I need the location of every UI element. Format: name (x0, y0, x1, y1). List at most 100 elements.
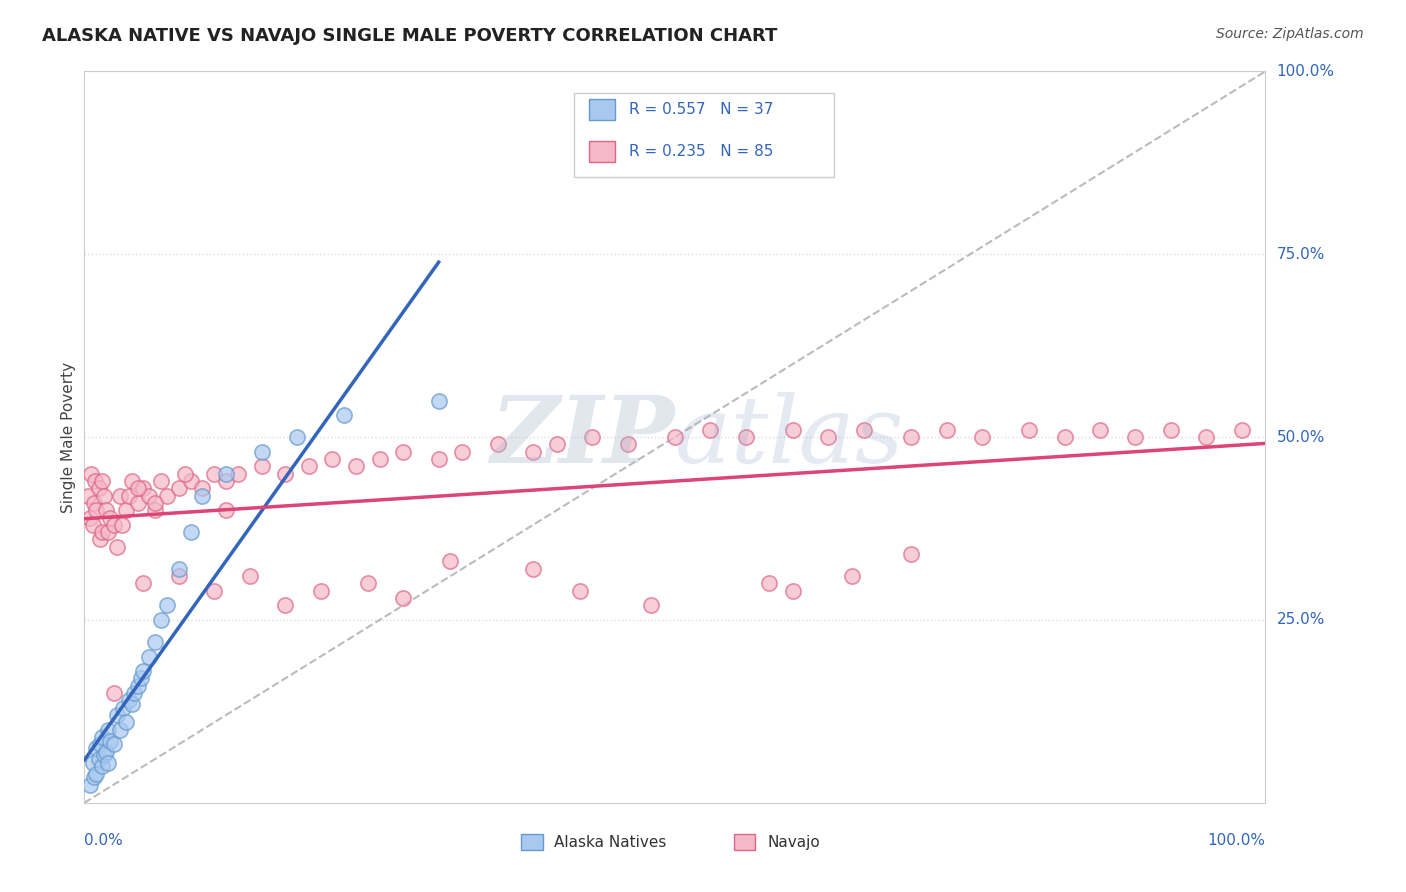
Point (80, 467, 103, 481)
Point (226, 467, 249, 481)
Point (900, 430, 922, 444)
Point (215, 474, 238, 488)
Point (250, 459, 273, 474)
Text: ZIP: ZIP (491, 392, 675, 482)
Point (132, 664, 155, 678)
Point (841, 569, 863, 583)
Point (439, 554, 461, 568)
Point (782, 583, 804, 598)
Point (121, 697, 143, 711)
Point (93, 489, 115, 503)
Point (79, 778, 101, 792)
Text: R = 0.557   N = 37: R = 0.557 N = 37 (628, 103, 773, 117)
Point (640, 599, 662, 613)
Point (156, 599, 179, 613)
Point (91, 474, 114, 488)
Point (486, 437, 509, 451)
Point (569, 583, 592, 598)
Point (180, 474, 202, 488)
Point (333, 408, 356, 422)
Point (97, 723, 120, 737)
Text: 50.0%: 50.0% (1277, 430, 1324, 444)
Point (107, 708, 129, 723)
Point (935, 423, 957, 437)
Point (87, 752, 110, 766)
Point (143, 496, 166, 510)
Point (167, 562, 190, 576)
Point (121, 474, 143, 488)
Text: 0.0%: 0.0% (84, 833, 124, 848)
Text: atlas: atlas (675, 392, 904, 482)
Point (344, 459, 367, 474)
Point (103, 737, 125, 751)
Point (129, 672, 152, 686)
Point (114, 715, 136, 730)
Point (173, 467, 195, 481)
Point (699, 423, 721, 437)
Text: Source: ZipAtlas.com: Source: ZipAtlas.com (1216, 27, 1364, 41)
Point (321, 452, 343, 467)
Point (782, 423, 804, 437)
Point (1195, 430, 1218, 444)
Point (97, 756, 120, 770)
Point (82, 756, 104, 770)
Point (734, 430, 756, 444)
Point (180, 525, 202, 540)
Point (758, 576, 780, 591)
Point (167, 569, 190, 583)
Point (118, 693, 141, 707)
Point (817, 430, 839, 444)
Point (83, 770, 105, 784)
Point (274, 467, 297, 481)
Point (392, 591, 415, 605)
Point (357, 576, 380, 591)
Point (138, 649, 160, 664)
Point (84, 766, 107, 780)
Point (150, 474, 173, 488)
Point (103, 686, 125, 700)
Text: 75.0%: 75.0% (1277, 247, 1324, 261)
Point (127, 496, 149, 510)
Point (94, 745, 117, 759)
Point (107, 540, 129, 554)
Point (215, 467, 238, 481)
Point (309, 583, 332, 598)
Point (143, 503, 166, 517)
Point (368, 452, 391, 467)
Point (191, 489, 214, 503)
Point (84, 474, 107, 488)
FancyBboxPatch shape (589, 99, 614, 120)
Text: 100.0%: 100.0% (1208, 833, 1265, 848)
Point (451, 444, 474, 458)
Text: R = 0.235   N = 85: R = 0.235 N = 85 (628, 145, 773, 160)
Point (274, 599, 297, 613)
Point (1088, 423, 1111, 437)
Point (82, 517, 104, 532)
Point (79, 510, 101, 524)
Text: Navajo: Navajo (768, 835, 820, 850)
Point (852, 423, 875, 437)
Point (98, 510, 121, 524)
Text: Alaska Natives: Alaska Natives (554, 835, 666, 850)
Point (143, 635, 166, 649)
Point (114, 503, 136, 517)
Point (98, 733, 121, 747)
Point (664, 430, 686, 444)
Point (91, 759, 114, 773)
Point (900, 547, 922, 561)
Point (132, 481, 155, 495)
Point (94, 503, 117, 517)
FancyBboxPatch shape (589, 141, 614, 162)
Point (156, 489, 179, 503)
Text: 25.0%: 25.0% (1277, 613, 1324, 627)
Point (427, 452, 450, 467)
Y-axis label: Single Male Poverty: Single Male Poverty (60, 361, 76, 513)
Point (89, 533, 111, 547)
Point (1230, 423, 1253, 437)
Point (118, 489, 141, 503)
Point (298, 459, 321, 474)
Point (546, 437, 568, 451)
Point (1018, 423, 1040, 437)
Text: ALASKA NATIVE VS NAVAJO SINGLE MALE POVERTY CORRELATION CHART: ALASKA NATIVE VS NAVAJO SINGLE MALE POVE… (42, 27, 778, 45)
Point (108, 723, 131, 737)
